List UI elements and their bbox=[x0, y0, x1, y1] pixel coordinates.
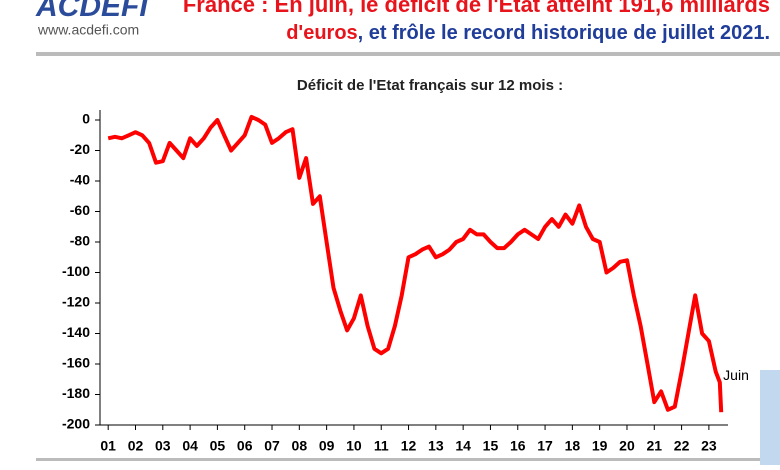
y-tick-label: -40 bbox=[70, 172, 90, 188]
x-tick-label: 06 bbox=[237, 438, 253, 454]
x-tick-label: 23 bbox=[701, 438, 717, 454]
chart-title: Déficit de l'Etat français sur 12 mois : bbox=[297, 77, 563, 94]
site: www.acdefi.com bbox=[37, 22, 139, 38]
line bbox=[107, 114, 724, 413]
logo: ACDEFI bbox=[35, 0, 148, 23]
x-tick-label: 08 bbox=[292, 438, 308, 454]
x-tick-label: 07 bbox=[264, 438, 280, 454]
y-tick-label: -160 bbox=[62, 355, 90, 371]
y-tick-label: -20 bbox=[70, 141, 90, 157]
x-tick-label: 20 bbox=[619, 438, 635, 454]
x-tick-label: 19 bbox=[592, 438, 608, 454]
x-tick-label: 16 bbox=[510, 438, 526, 454]
y-tick-label: -120 bbox=[62, 294, 90, 310]
x-tick-label: 03 bbox=[155, 438, 171, 454]
x-tick-label: 22 bbox=[674, 438, 690, 454]
y-tick-label: -180 bbox=[62, 385, 90, 401]
x-tick-label: 11 bbox=[374, 438, 389, 454]
y-tick-label: -140 bbox=[62, 324, 90, 340]
headline-part: , et frôle le record historique de juill… bbox=[358, 22, 770, 44]
annotation: Juin bbox=[723, 367, 749, 383]
x-tick-label: 05 bbox=[210, 438, 226, 454]
decoration bbox=[760, 370, 780, 465]
y-tick-label: -100 bbox=[62, 263, 90, 279]
x-tick-label: 01 bbox=[100, 438, 116, 454]
headline: d'euros, et frôle le record historique d… bbox=[286, 22, 770, 44]
x-tick-label: 09 bbox=[319, 438, 335, 454]
x-tick-label: 12 bbox=[401, 438, 417, 454]
separator bbox=[36, 52, 780, 56]
x-tick-label: 17 bbox=[537, 438, 553, 454]
y-tick-label: -200 bbox=[62, 416, 90, 432]
x-tick-label: 21 bbox=[646, 438, 662, 454]
separator bbox=[36, 458, 760, 461]
x-tick-label: 02 bbox=[128, 438, 144, 454]
headline: France : En juin, le déficit de l'Etat a… bbox=[183, 0, 770, 17]
x-tick-label: 15 bbox=[483, 438, 499, 454]
y-tick-label: -60 bbox=[70, 202, 90, 218]
y-tick-label: 0 bbox=[82, 111, 90, 127]
x-tick-label: 13 bbox=[428, 438, 444, 454]
x-tick-label: 04 bbox=[182, 438, 198, 454]
x-tick-label: 14 bbox=[455, 438, 471, 454]
headline-part: d'euros bbox=[286, 22, 357, 44]
y-tick-label: -80 bbox=[70, 233, 90, 249]
x-tick-label: 18 bbox=[565, 438, 581, 454]
x-tick-label: 10 bbox=[346, 438, 362, 454]
